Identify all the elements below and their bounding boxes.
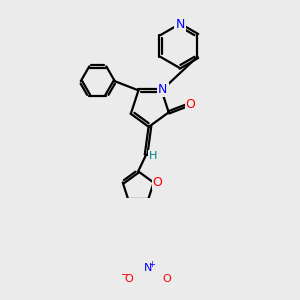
Text: O: O <box>163 274 172 284</box>
Text: +: + <box>148 260 155 269</box>
Text: N: N <box>158 82 168 96</box>
Text: −: − <box>121 270 129 280</box>
Text: O: O <box>185 98 195 111</box>
Text: N: N <box>144 263 152 273</box>
Text: N: N <box>176 18 185 31</box>
Text: H: H <box>149 151 158 161</box>
Text: O: O <box>153 176 163 189</box>
Text: O: O <box>124 274 133 284</box>
